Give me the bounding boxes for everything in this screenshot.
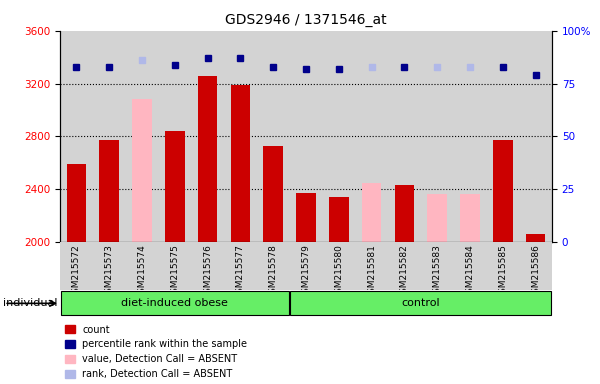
- Text: GSM215574: GSM215574: [137, 244, 146, 299]
- Bar: [263, 146, 283, 242]
- Text: GSM215581: GSM215581: [367, 244, 376, 299]
- Bar: [132, 99, 152, 242]
- Text: GSM215577: GSM215577: [236, 244, 245, 299]
- Bar: [526, 234, 545, 242]
- Bar: [198, 76, 217, 242]
- Text: GSM215586: GSM215586: [531, 244, 540, 299]
- Text: GSM215582: GSM215582: [400, 244, 409, 299]
- Bar: [493, 140, 512, 242]
- Bar: [296, 193, 316, 242]
- FancyBboxPatch shape: [290, 291, 551, 316]
- Bar: [67, 164, 86, 242]
- Text: GSM215584: GSM215584: [466, 244, 475, 299]
- Text: control: control: [401, 298, 440, 308]
- Bar: [230, 85, 250, 242]
- Bar: [165, 131, 185, 242]
- Bar: [100, 140, 119, 242]
- Bar: [329, 197, 349, 242]
- Bar: [460, 194, 480, 242]
- Text: individual: individual: [3, 298, 58, 308]
- Bar: [362, 182, 382, 242]
- Title: GDS2946 / 1371546_at: GDS2946 / 1371546_at: [225, 13, 387, 27]
- Text: GSM215578: GSM215578: [269, 244, 278, 299]
- Legend: count, percentile rank within the sample, value, Detection Call = ABSENT, rank, : count, percentile rank within the sample…: [65, 324, 247, 379]
- FancyBboxPatch shape: [61, 291, 289, 316]
- Text: GSM215580: GSM215580: [334, 244, 343, 299]
- Text: GSM215572: GSM215572: [72, 244, 81, 299]
- Text: diet-induced obese: diet-induced obese: [121, 298, 228, 308]
- Text: GSM215576: GSM215576: [203, 244, 212, 299]
- Text: GSM215575: GSM215575: [170, 244, 179, 299]
- Bar: [427, 194, 447, 242]
- Text: GSM215579: GSM215579: [302, 244, 311, 299]
- Text: GSM215573: GSM215573: [105, 244, 114, 299]
- Text: GSM215585: GSM215585: [498, 244, 508, 299]
- Text: GSM215583: GSM215583: [433, 244, 442, 299]
- Bar: [395, 185, 414, 242]
